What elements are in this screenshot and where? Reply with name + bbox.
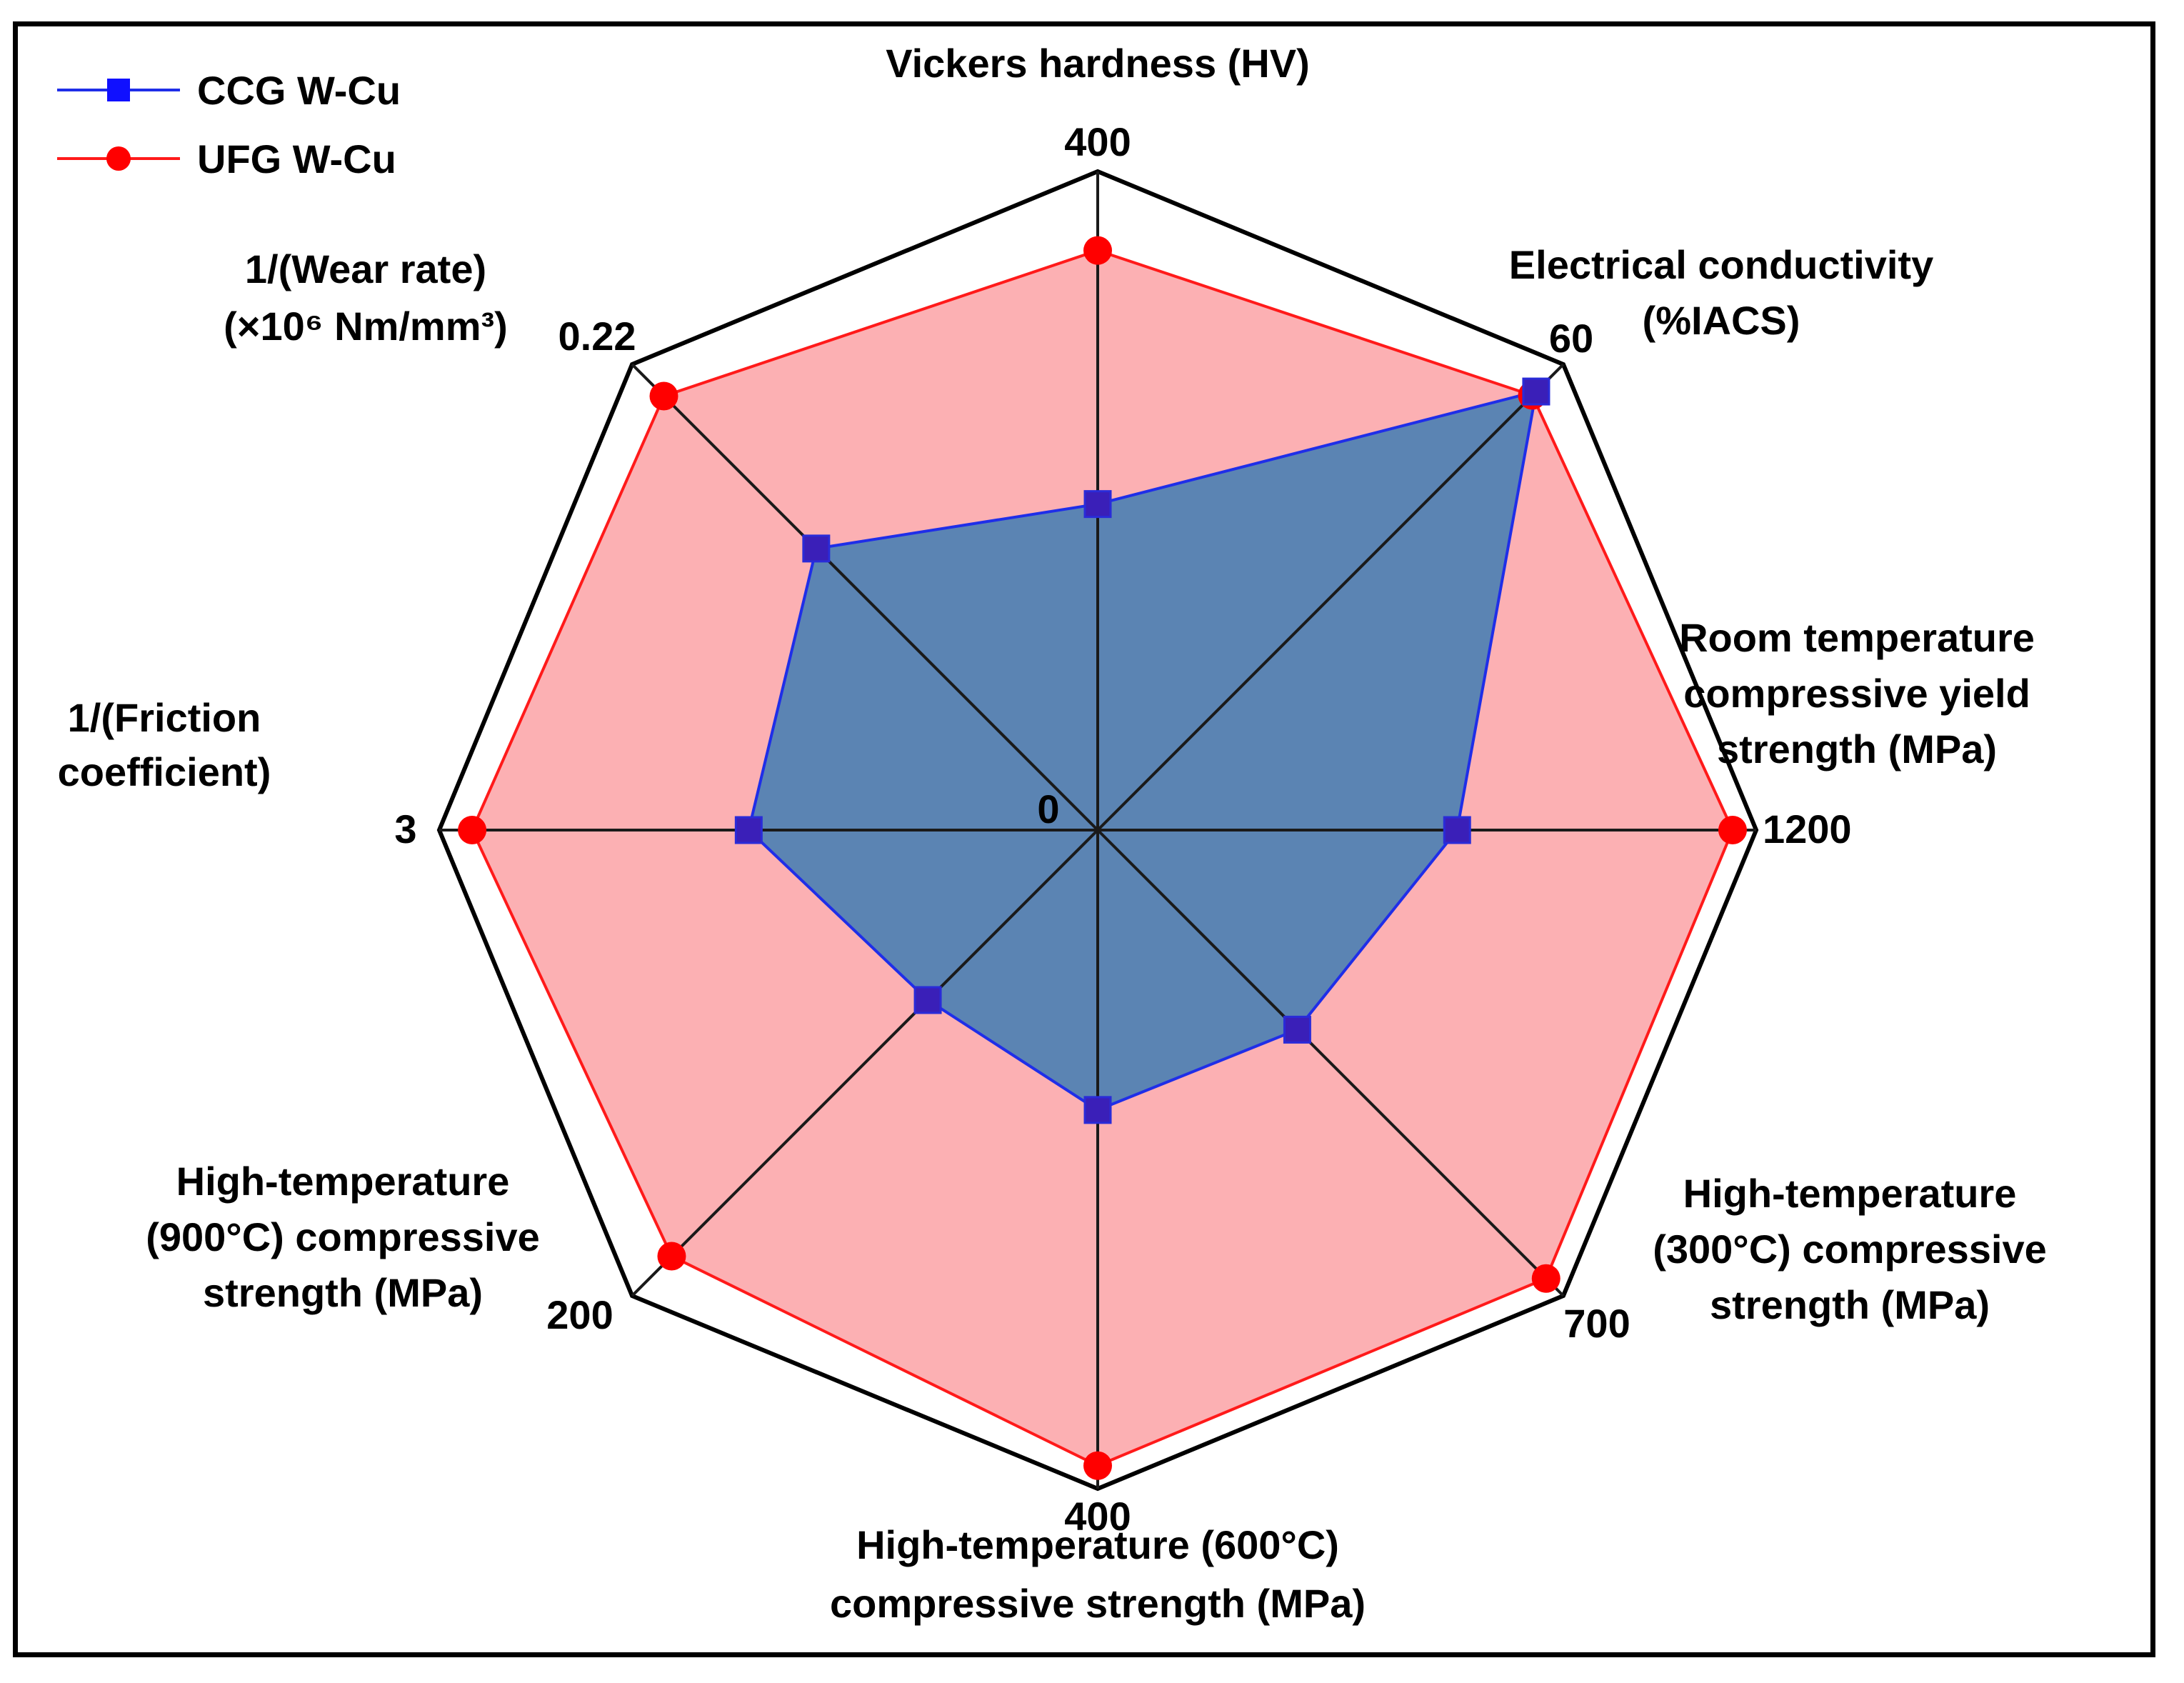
axis-max-label-5: 200 <box>546 1292 613 1337</box>
ccg-point-4 <box>1083 1096 1112 1124</box>
axis-label-4: High-temperature (600°C) compressive stre… <box>830 1522 1366 1626</box>
axis-labels: Vickers hardness (HV) 400 Electrical condu… <box>58 41 2047 1626</box>
ccg-point-7 <box>802 534 831 563</box>
axis-label-2: Room temperature compressive yield strengt… <box>1679 615 2035 771</box>
legend-label-0: CCG W-Cu <box>197 68 401 113</box>
axis-label-line: (300°C) compressive <box>1653 1227 2047 1272</box>
ufg-point-2 <box>1718 816 1747 844</box>
axis-label-1: Electrical conductivity (%IACS) <box>1509 242 1933 343</box>
axis-label-line: compressive yield <box>1683 671 2030 716</box>
ufg-point-3 <box>1531 1264 1561 1293</box>
legend-marker-0 <box>107 79 130 101</box>
axis-label-line: coefficient) <box>58 749 271 794</box>
series-fill-0 <box>748 391 1536 1110</box>
spoke-1 <box>1096 363 1565 831</box>
axis-max-label-4: 400 <box>1064 1494 1131 1539</box>
axis-max-label-6: 3 <box>394 806 416 852</box>
ccg-point-0 <box>1083 490 1112 519</box>
ufg-point-7 <box>649 381 678 411</box>
axis-label-line: High-temperature <box>1683 1171 2017 1216</box>
axis-label-line: strength (MPa) <box>203 1270 483 1315</box>
ccg-point-6 <box>734 816 763 844</box>
axis-label-line: (900°C) compressive <box>146 1214 540 1259</box>
ufg-point-0 <box>1083 236 1112 265</box>
axis-label-line: Vickers hardness (HV) <box>886 41 1309 86</box>
figure-frame <box>13 21 2155 1657</box>
spoke-7 <box>631 363 1099 831</box>
axis-label-line: High-temperature <box>176 1159 510 1204</box>
axis-max-label-1: 60 <box>1549 316 1593 361</box>
ccg-point-5 <box>913 986 942 1014</box>
series-markers <box>458 236 1747 1480</box>
axis-label-line: strength (MPa) <box>1710 1282 1990 1327</box>
axis-label-line: 1/(Friction <box>68 695 261 740</box>
ufg-point-6 <box>458 816 487 844</box>
ccg-point-3 <box>1283 1015 1311 1044</box>
legend-marker-1 <box>106 146 131 171</box>
axis-max-label-2: 1200 <box>1763 806 1852 852</box>
axis-label-line: 1/(Wear rate) <box>245 246 486 291</box>
spoke-5 <box>631 829 1099 1297</box>
axis-label-line: High-temperature (600°C) <box>856 1522 1339 1567</box>
axis-label-line: Room temperature <box>1679 615 2035 660</box>
axis-max-label-3: 700 <box>1563 1301 1630 1346</box>
axis-label-line: strength (MPa) <box>1717 726 1997 771</box>
spoke-3 <box>1096 829 1565 1297</box>
axis-label-7: 1/(Wear rate) (×10⁶ Nm/mm³) <box>224 246 508 349</box>
axis-label-3: High-temperature (300°C) compressive stren… <box>1653 1171 2047 1327</box>
ufg-point-4 <box>1083 1451 1112 1480</box>
axis-label-line: compressive strength (MPa) <box>830 1581 1366 1626</box>
axis-label-line: (×10⁶ Nm/mm³) <box>224 304 508 349</box>
ufg-point-5 <box>657 1242 686 1271</box>
series-fills <box>472 250 1733 1466</box>
axis-label-line: (%IACS) <box>1643 298 1800 343</box>
axis-max-label-7: 0.22 <box>558 314 636 359</box>
axis-label-6: 1/(Friction coefficient) <box>58 695 271 794</box>
axis-label-0: Vickers hardness (HV) <box>886 41 1309 86</box>
radar-grid <box>436 169 1759 1492</box>
legend: CCG W-Cu UFG W-Cu <box>57 68 401 181</box>
ccg-point-2 <box>1443 816 1471 844</box>
legend-label-1: UFG W-Cu <box>197 136 396 181</box>
axis-label-line: Electrical conductivity <box>1509 242 1933 287</box>
axis-label-5: High-temperature (900°C) compressive stren… <box>146 1159 540 1315</box>
axis-max-label-0: 400 <box>1064 119 1131 164</box>
ccg-point-1 <box>1522 377 1551 406</box>
center-zero-label: 0 <box>1037 786 1059 831</box>
